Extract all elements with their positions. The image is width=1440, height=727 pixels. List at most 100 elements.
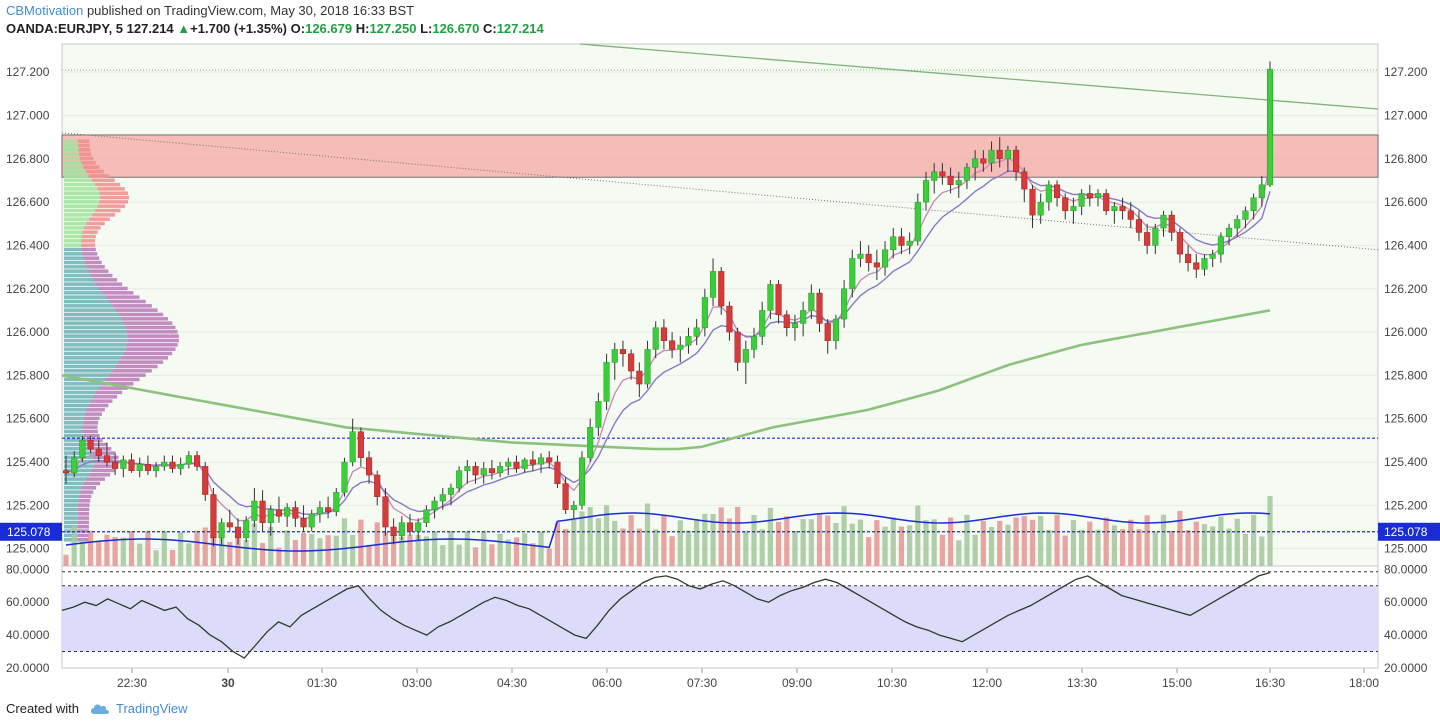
rsi-tick-left: 40.0000 — [6, 628, 50, 642]
time-label: 06:00 — [592, 676, 622, 690]
vp-sell-bar — [82, 230, 98, 234]
vp-buy-bar — [64, 429, 83, 434]
vp-buy-bar — [64, 204, 98, 208]
candle-body — [1037, 201, 1044, 216]
candle-body — [120, 459, 127, 469]
candle-body — [578, 457, 586, 506]
candle-body — [365, 457, 373, 476]
price-tick-right: 126.400 — [1384, 238, 1428, 252]
time-label: 16:30 — [1255, 676, 1285, 690]
vp-buy-bar — [64, 473, 90, 477]
vp-sell-bar — [94, 182, 121, 187]
candle-body — [333, 492, 340, 513]
vp-sell-bar — [95, 282, 123, 286]
time-axis[interactable]: 22:30 30 01:30 03:00 04:30 06:00 07:30 09:00 10:… — [62, 667, 1379, 690]
candle-body — [1029, 188, 1036, 216]
price-tick-right: 125.200 — [1384, 498, 1428, 512]
volume-bar — [620, 528, 626, 566]
vp-buy-bar — [64, 451, 93, 455]
volume-bar — [243, 539, 249, 566]
tradingview-link[interactable]: TradingView — [116, 701, 188, 716]
candle-body — [112, 461, 119, 469]
vp-buy-bar — [64, 421, 83, 425]
volume-bar — [128, 531, 135, 566]
vp-buy-bar — [64, 382, 103, 386]
vp-buy-bar — [64, 412, 85, 416]
vp-sell-bar — [125, 347, 176, 351]
volume-bar — [882, 526, 888, 566]
vp-sell-bar — [77, 538, 90, 542]
vp-sell-bar — [127, 334, 179, 338]
high-value: 127.250 — [369, 21, 417, 36]
volume-bar — [628, 515, 634, 566]
candle-body — [701, 297, 708, 328]
volume-bar — [1201, 524, 1208, 566]
time-label: 07:30 — [687, 676, 717, 690]
volume-bar — [784, 516, 790, 566]
candle-body — [193, 455, 201, 467]
rsi-tick-right: 40.0000 — [1384, 628, 1428, 642]
candle-body — [202, 466, 209, 495]
moving-averages — [61, 157, 1271, 522]
author-link[interactable]: CBMotivation — [6, 3, 84, 18]
publish-info: CBMotivation published on TradingView.co… — [6, 3, 414, 18]
volume-bar — [276, 547, 282, 566]
volume-bar — [669, 536, 675, 566]
vp-sell-bar — [77, 529, 90, 533]
candle-body — [1119, 206, 1126, 212]
volume-bar — [1193, 521, 1199, 566]
up-arrow-icon: ▲ — [177, 21, 191, 36]
candle-body — [300, 518, 307, 528]
vp-buy-bar — [64, 243, 82, 247]
volume-bar — [284, 530, 290, 566]
price-tick-right: 126.800 — [1384, 152, 1428, 166]
price-axis[interactable]: 127.200 127.200 127.000 127.000 126.800 126.8… — [6, 65, 1428, 675]
candle-body — [881, 249, 889, 268]
candle-body — [1242, 210, 1249, 220]
vp-buy-bar — [64, 286, 99, 291]
vp-buy-bar — [64, 308, 116, 312]
low-value: 126.670 — [432, 21, 480, 36]
vp-sell-bar — [95, 390, 123, 395]
vp-buy-bar — [64, 486, 82, 490]
vp-sell-bar — [84, 412, 102, 416]
symbol-name[interactable]: OANDA:EURJPY, 5 — [6, 21, 124, 36]
resistance-zone-rect — [61, 134, 1379, 178]
candle-body — [431, 500, 438, 510]
candle-body — [1176, 232, 1183, 255]
vp-sell-bar — [95, 208, 121, 213]
volume-bar — [440, 545, 446, 566]
vp-buy-bar — [64, 468, 92, 473]
candle-body — [1217, 236, 1224, 255]
vp-sell-bar — [82, 421, 99, 425]
vp-sell-bar — [78, 143, 90, 148]
vp-buy-bar — [64, 230, 83, 234]
candle-body — [980, 158, 987, 164]
vp-buy-bar — [64, 330, 127, 334]
vp-buy-bar — [64, 143, 79, 148]
price-tick-right: 127.200 — [1384, 65, 1428, 79]
volume-bar — [874, 520, 880, 566]
vp-sell-bar — [82, 429, 98, 434]
volume-bar — [137, 543, 143, 566]
candle-body — [742, 349, 749, 363]
candle-body — [406, 522, 414, 532]
vp-buy-bar — [64, 408, 87, 412]
vp-sell-bar — [112, 369, 152, 373]
vp-buy-bar — [64, 139, 78, 143]
volume-bar — [1046, 529, 1052, 566]
volume-bar — [1234, 518, 1240, 566]
volume-bar — [358, 519, 364, 566]
vp-sell-bar — [126, 330, 178, 334]
vp-sell-bar — [89, 473, 111, 477]
volume-bar — [1185, 530, 1191, 566]
candle-body — [1062, 197, 1069, 212]
volume-bar — [710, 513, 716, 566]
volume-bar — [964, 514, 970, 566]
vp-sell-bar — [123, 321, 173, 325]
volume-bar — [1087, 521, 1093, 566]
vp-buy-bar — [64, 200, 100, 204]
candle-body — [832, 318, 839, 341]
vp-sell-bar — [102, 382, 134, 386]
